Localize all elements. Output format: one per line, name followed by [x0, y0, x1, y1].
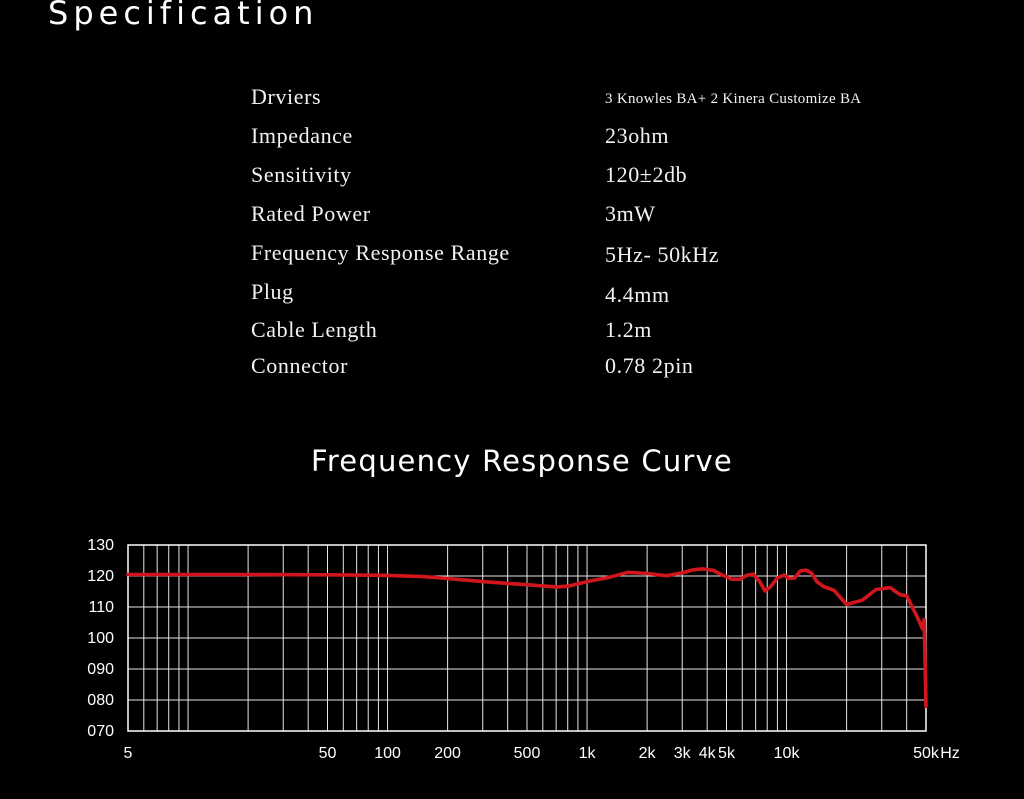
y-tick-label: 100 — [87, 630, 114, 647]
chart-axes: 130 120 110 100 090 080 070 5 50 100 200 500 1k 2k 3k 4… — [87, 537, 959, 762]
x-tick-label: 500 — [514, 745, 541, 762]
spec-value: 120±2db — [605, 162, 688, 187]
x-tick-label: 100 — [374, 745, 401, 762]
spec-row-cable-length: Cable Length 1.2m — [251, 317, 971, 347]
frequency-response-chart: 130 120 110 100 090 080 070 5 50 100 200 500 1k 2k 3k 4… — [87, 537, 959, 762]
spec-row-plug: Plug 4.4mm — [251, 279, 971, 309]
spec-value: 0.78 2pin — [605, 353, 694, 378]
x-tick-label: 50 — [319, 745, 337, 762]
response-curve-line — [126, 567, 928, 708]
chart-title: Frequency Response Curve — [311, 444, 733, 478]
spec-value: 4.4mm — [605, 282, 670, 307]
x-tick-label: 5k — [718, 745, 736, 762]
spec-row-frequency-range: Frequency Response Range 5Hz- 50kHz — [251, 240, 971, 270]
spec-label: Plug — [251, 279, 294, 304]
spec-value: 23ohm — [605, 123, 670, 148]
spec-value: 5Hz- 50kHz — [605, 242, 720, 267]
y-tick-label: 070 — [87, 723, 114, 740]
y-tick-label: 110 — [88, 599, 114, 616]
x-tick-label: 5 — [124, 745, 133, 762]
x-unit-label: Hz — [940, 745, 960, 762]
chart-series — [126, 567, 928, 708]
x-tick-label: 3k — [674, 745, 692, 762]
x-tick-label: 50k — [913, 745, 940, 762]
x-tick-label: 4k — [699, 745, 717, 762]
y-tick-label: 080 — [87, 692, 114, 709]
spec-row-rated-power: Rated Power 3mW — [251, 201, 971, 231]
spec-label: Frequency Response Range — [251, 240, 510, 265]
x-tick-label: 10k — [774, 745, 801, 762]
spec-value: 1.2m — [605, 317, 653, 342]
spec-label: Rated Power — [251, 201, 371, 226]
x-tick-label: 1k — [579, 745, 597, 762]
spec-row-sensitivity: Sensitivity 120±2db — [251, 162, 971, 192]
spec-label: Connector — [251, 353, 349, 378]
spec-label: Impedance — [251, 123, 353, 148]
x-tick-label: 200 — [434, 745, 461, 762]
page-title: Specification — [48, 0, 319, 32]
spec-row-connector: Connector 0.78 2pin — [251, 353, 971, 383]
spec-label: Sensitivity — [251, 162, 352, 187]
spec-row-impedance: Impedance 23ohm — [251, 123, 971, 153]
y-tick-label: 090 — [87, 661, 114, 678]
spec-row-drivers: Drviers 3 Knowles BA+ 2 Kinera Customize… — [251, 84, 971, 114]
spec-value: 3 Knowles BA+ 2 Kinera Customize BA — [605, 91, 862, 107]
x-tick-label: 2k — [639, 745, 657, 762]
y-tick-label: 120 — [87, 568, 114, 585]
spec-value: 3mW — [605, 201, 656, 226]
spec-label: Drviers — [251, 84, 322, 109]
spec-label: Cable Length — [251, 317, 378, 342]
y-tick-label: 130 — [87, 537, 114, 554]
